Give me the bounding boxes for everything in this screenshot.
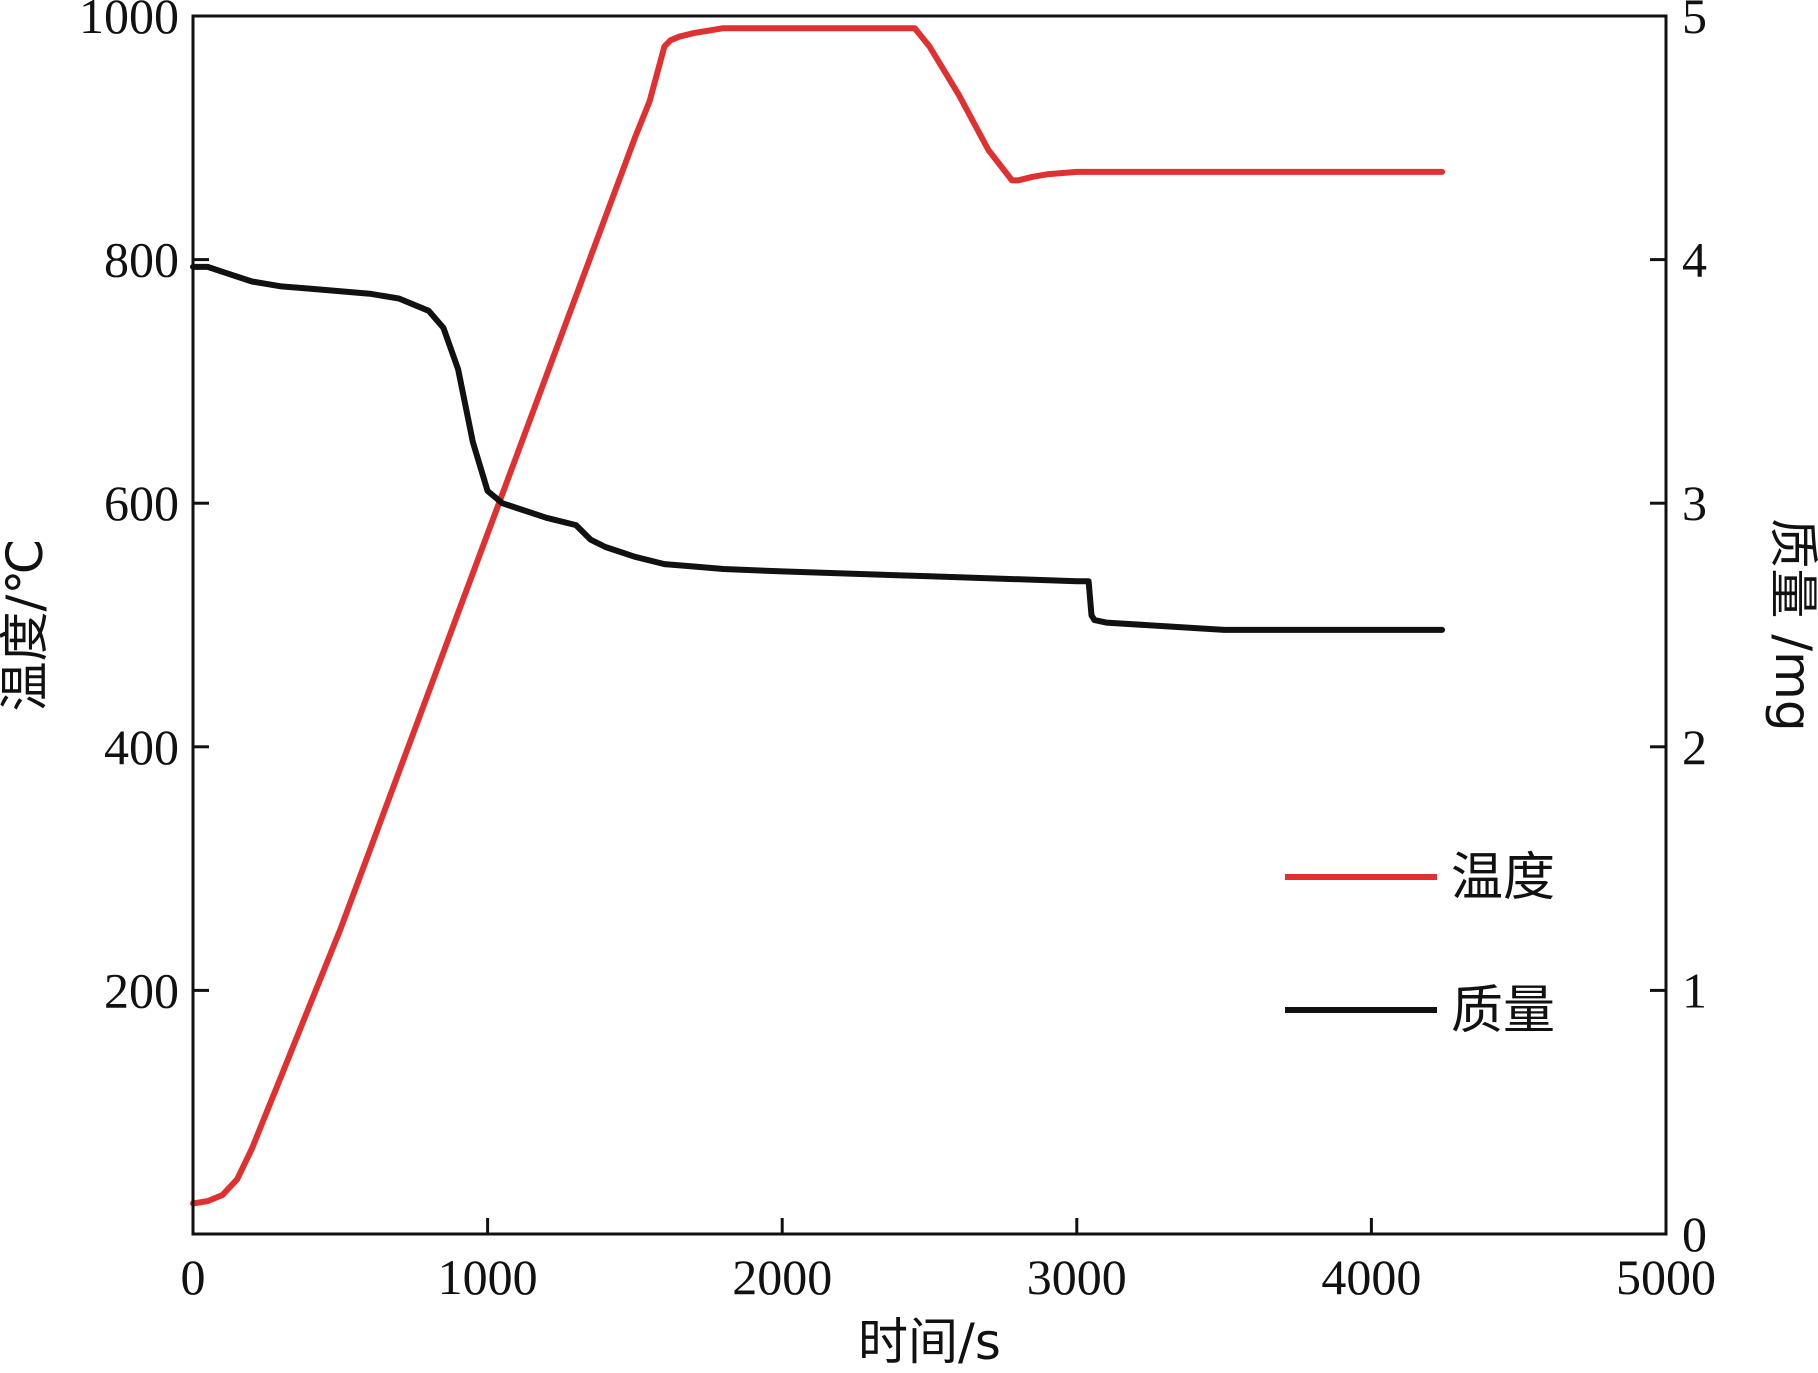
right-y-tick-label: 0 <box>1682 1206 1707 1262</box>
right-y-tick-label: 4 <box>1682 232 1707 288</box>
x-tick-label: 1000 <box>438 1249 538 1305</box>
right-y-tick-label: 1 <box>1682 962 1707 1018</box>
right-y-tick-label: 2 <box>1682 719 1707 775</box>
left-y-tick-label: 1000 <box>79 0 179 44</box>
plot-frame <box>191 14 1668 1236</box>
legend-label-mass: 质量 <box>1451 981 1555 1041</box>
right-y-axis-label: 质量 /mg <box>1764 518 1818 731</box>
right-y-tick-label: 3 <box>1682 475 1707 531</box>
left-y-axis-label: 温度/℃ <box>0 539 54 712</box>
left-y-tick-label: 800 <box>104 232 179 288</box>
mass-series-line <box>190 263 1446 633</box>
x-tick-label: 0 <box>181 1249 206 1305</box>
left-y-tick-label: 200 <box>104 962 179 1018</box>
legend-label-temperature: 温度 <box>1451 848 1555 908</box>
legend: 温度 质量 <box>1285 848 1555 1041</box>
x-tick-label: 5000 <box>1616 1249 1716 1305</box>
x-tick-label: 4000 <box>1321 1249 1421 1305</box>
right-y-tick-label: 5 <box>1682 0 1707 44</box>
left-y-tick-label: 400 <box>104 719 179 775</box>
x-tick-label: 2000 <box>732 1249 832 1305</box>
x-axis-label: 时间/s <box>858 1313 1001 1371</box>
x-tick-label: 3000 <box>1027 1249 1127 1305</box>
temperature-series-line <box>190 25 1446 1207</box>
left-y-tick-label: 600 <box>104 475 179 531</box>
